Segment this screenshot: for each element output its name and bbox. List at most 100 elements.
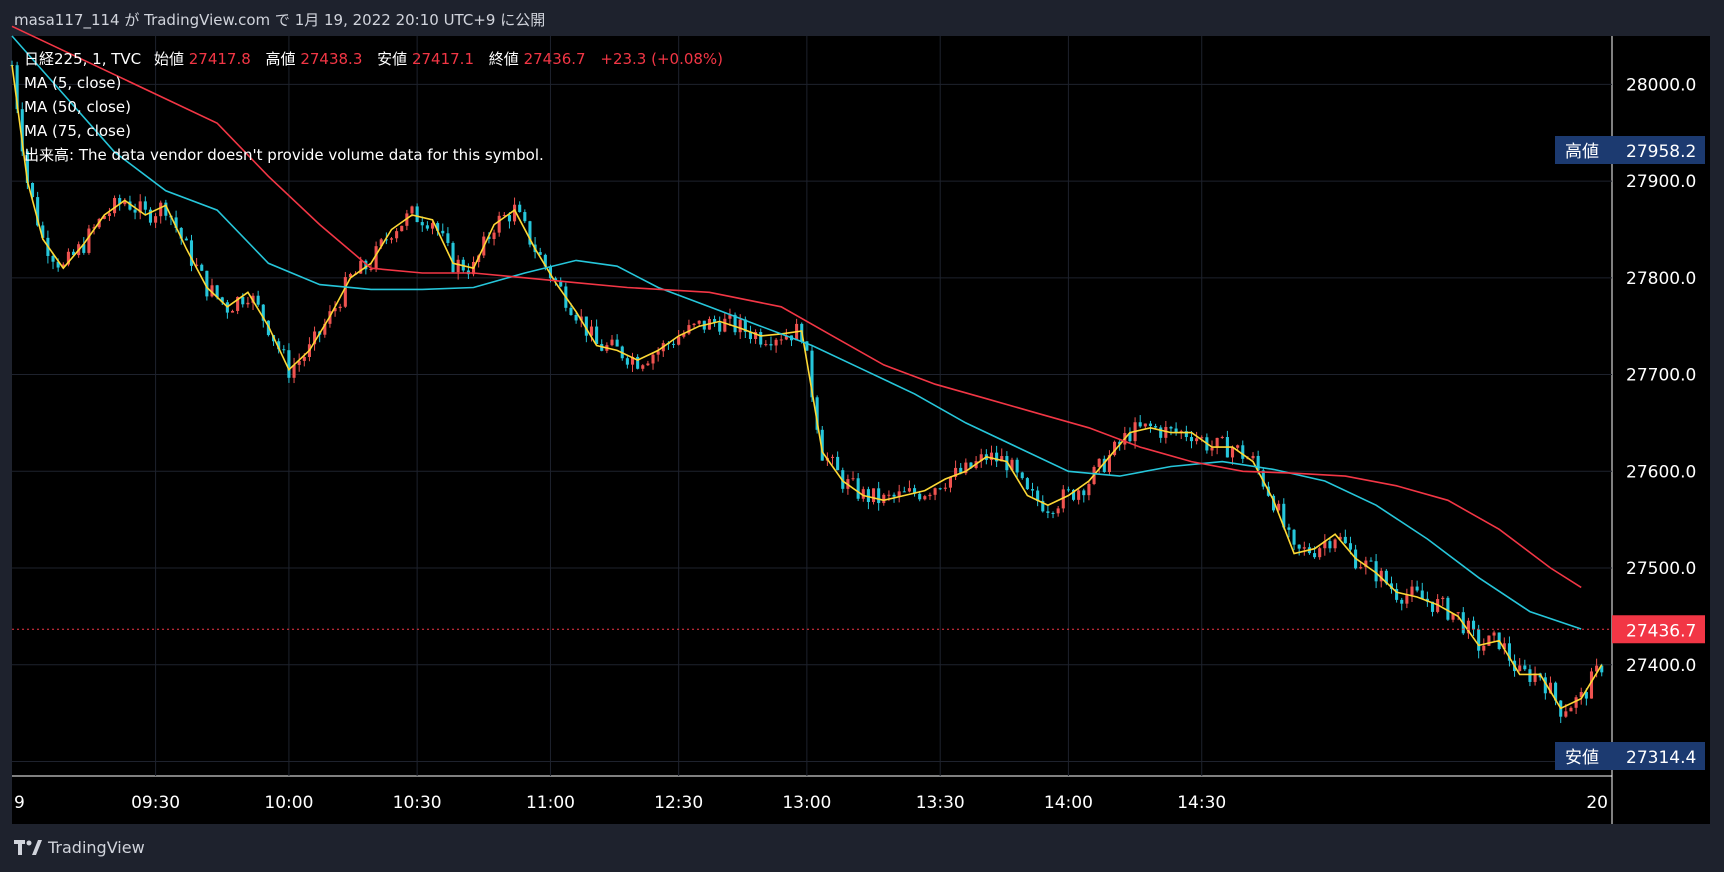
tradingview-logo-icon	[14, 839, 42, 855]
candle-body	[1195, 438, 1199, 442]
candle-body	[1169, 426, 1173, 429]
candle-body	[615, 339, 619, 347]
candle-body	[456, 259, 460, 273]
candle-body	[1077, 490, 1081, 500]
candle-body	[374, 246, 378, 270]
ma-line	[11, 25, 1582, 589]
legend-ma75[interactable]: MA (75, close)	[24, 122, 131, 140]
candle-body	[425, 225, 429, 229]
y-tick-label: 27400.0	[1626, 656, 1696, 676]
candle-body	[1164, 426, 1168, 438]
candle-body	[1400, 599, 1404, 604]
ma-lines	[11, 25, 1603, 710]
candle-body	[897, 491, 901, 497]
candle-body	[446, 233, 450, 243]
candle-body	[107, 213, 111, 217]
candle-body	[1041, 500, 1045, 512]
candle-body	[1148, 423, 1152, 427]
candle-body	[1518, 665, 1522, 672]
candle-body	[1030, 489, 1035, 491]
candle-body	[395, 231, 399, 239]
candle-body	[943, 487, 947, 489]
candle-body	[56, 261, 60, 268]
candle-body	[1297, 544, 1301, 549]
candle-body	[687, 325, 691, 334]
candle-body	[1318, 548, 1322, 558]
chart-pane[interactable]	[12, 36, 1710, 824]
candle-body	[1543, 677, 1547, 694]
candle-body	[1154, 426, 1158, 428]
x-tick-label: 12:30	[654, 793, 703, 813]
candle-body	[928, 494, 932, 497]
candle-body	[1554, 682, 1558, 701]
candle-body	[672, 343, 676, 345]
candle-body	[92, 227, 96, 229]
candle-body	[1066, 489, 1070, 491]
candle-body	[384, 239, 388, 241]
candle-body	[277, 341, 281, 350]
candle-body	[1302, 547, 1306, 549]
candle-body	[1210, 447, 1214, 451]
candle-body	[759, 332, 763, 345]
legend-ma50[interactable]: MA (50, close)	[24, 98, 131, 116]
candle-body	[1477, 629, 1481, 651]
candle-body	[1487, 635, 1491, 646]
candle-body	[584, 316, 588, 336]
candle-body	[1343, 536, 1347, 544]
candle-body	[338, 306, 342, 309]
candle-body	[1472, 620, 1476, 630]
y-tick-label: 27800.0	[1626, 269, 1696, 289]
candle-body	[41, 225, 45, 238]
candle-body	[1359, 567, 1363, 569]
candle-body	[502, 215, 506, 217]
candle-body	[538, 252, 542, 255]
tradingview-brand[interactable]: TradingView	[14, 838, 145, 857]
candle-body	[123, 201, 127, 205]
candle-body	[554, 278, 558, 282]
candle-body	[1323, 541, 1327, 549]
x-tick-label: 13:00	[782, 793, 831, 813]
candle-body	[1410, 586, 1414, 596]
candle-body	[861, 489, 865, 499]
candle-body	[389, 238, 394, 240]
candle-body	[87, 228, 91, 253]
candle-body	[872, 488, 876, 503]
candle-body	[754, 332, 758, 340]
candle-body	[256, 295, 260, 305]
candle-body	[933, 488, 937, 495]
candle-body	[1220, 437, 1224, 439]
candle-body	[810, 350, 814, 398]
legend-low-label: 安値	[377, 50, 407, 68]
candle-body	[287, 350, 291, 378]
candle-body	[738, 319, 742, 333]
candle-body	[682, 333, 686, 337]
last-price-value: 27436.7	[1626, 621, 1696, 641]
candle-body	[333, 308, 337, 312]
candle-body	[230, 310, 235, 313]
candle-body	[1507, 643, 1511, 661]
candle-body	[528, 221, 532, 245]
candle-body	[66, 251, 70, 265]
candle-body	[630, 356, 635, 365]
candles	[10, 60, 1604, 724]
candle-body	[220, 297, 224, 303]
legend-volume[interactable]: 出来高: The data vendor doesn't provide vol…	[24, 146, 544, 164]
candle-body	[728, 314, 732, 319]
candle-body	[36, 197, 40, 226]
x-tick-label: 10:00	[264, 793, 313, 813]
legend-ma5[interactable]: MA (5, close)	[24, 74, 121, 92]
candle-body	[205, 270, 209, 297]
candle-body	[297, 360, 301, 365]
candle-body	[195, 264, 199, 266]
candle-body	[292, 364, 296, 378]
legend-open-value: 27417.8	[189, 50, 251, 68]
candle-body	[1502, 643, 1506, 649]
candle-body	[1523, 665, 1527, 670]
candle-body	[1020, 472, 1024, 479]
candle-body	[138, 201, 142, 213]
candle-body	[359, 260, 363, 274]
candle-body	[1036, 490, 1040, 501]
candle-body	[1005, 456, 1009, 471]
candle-body	[820, 429, 824, 461]
